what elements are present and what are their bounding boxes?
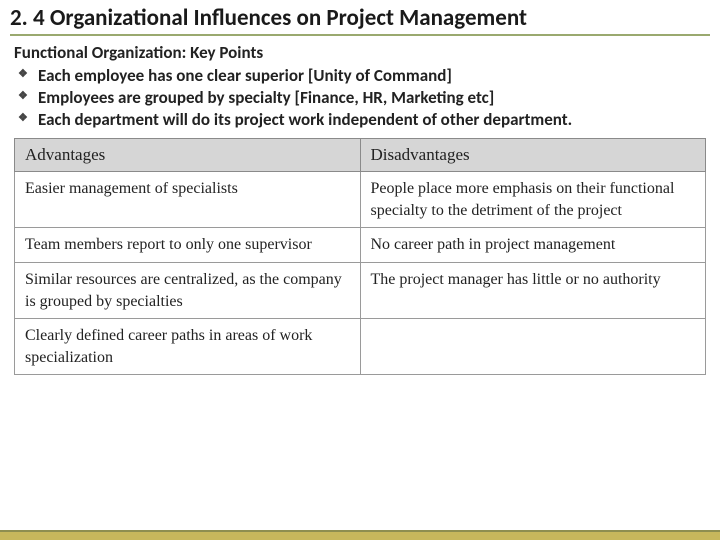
table-row: Similar resources are centralized, as th… (15, 263, 706, 319)
diamond-icon: ❖ (18, 111, 28, 125)
table-row: Clearly defined career paths in areas of… (15, 319, 706, 375)
table-header-row: Advantages Disadvantages (15, 139, 706, 172)
list-item: ❖ Each employee has one clear superior [U… (18, 65, 706, 87)
slide-title: 2. 4 Organizational Influences on Projec… (10, 4, 710, 36)
slide: 2. 4 Organizational Influences on Projec… (0, 0, 720, 540)
table-cell: Clearly defined career paths in areas of… (15, 319, 361, 375)
subtitle: Functional Organization: Key Points (14, 42, 706, 63)
table-row: Easier management of specialists People … (15, 172, 706, 228)
list-item: ❖ Each department will do its project wor… (18, 109, 706, 131)
table-cell: Team members report to only one supervis… (15, 228, 361, 263)
list-item: ❖ Employees are grouped by specialty [Fin… (18, 87, 706, 109)
table-cell: Easier management of specialists (15, 172, 361, 228)
table-cell: The project manager has little or no aut… (360, 263, 706, 319)
bullet-text: Each employee has one clear superior [Un… (38, 65, 452, 86)
diamond-icon: ❖ (18, 89, 28, 103)
table-cell (360, 319, 706, 375)
table-cell: No career path in project management (360, 228, 706, 263)
content-area: Functional Organization: Key Points ❖ Eac… (0, 36, 720, 130)
column-header: Disadvantages (360, 139, 706, 172)
table-area: Advantages Disadvantages Easier manageme… (0, 130, 720, 375)
title-container: 2. 4 Organizational Influences on Projec… (0, 0, 720, 36)
bullet-text: Employees are grouped by specialty [Fina… (38, 87, 494, 108)
table-cell: People place more emphasis on their func… (360, 172, 706, 228)
footer-accent-bar (0, 530, 720, 540)
table-row: Team members report to only one supervis… (15, 228, 706, 263)
bullet-list: ❖ Each employee has one clear superior [U… (14, 65, 706, 130)
advantages-table: Advantages Disadvantages Easier manageme… (14, 138, 706, 375)
table-cell: Similar resources are centralized, as th… (15, 263, 361, 319)
bullet-text: Each department will do its project work… (38, 109, 572, 130)
diamond-icon: ❖ (18, 67, 28, 81)
column-header: Advantages (15, 139, 361, 172)
